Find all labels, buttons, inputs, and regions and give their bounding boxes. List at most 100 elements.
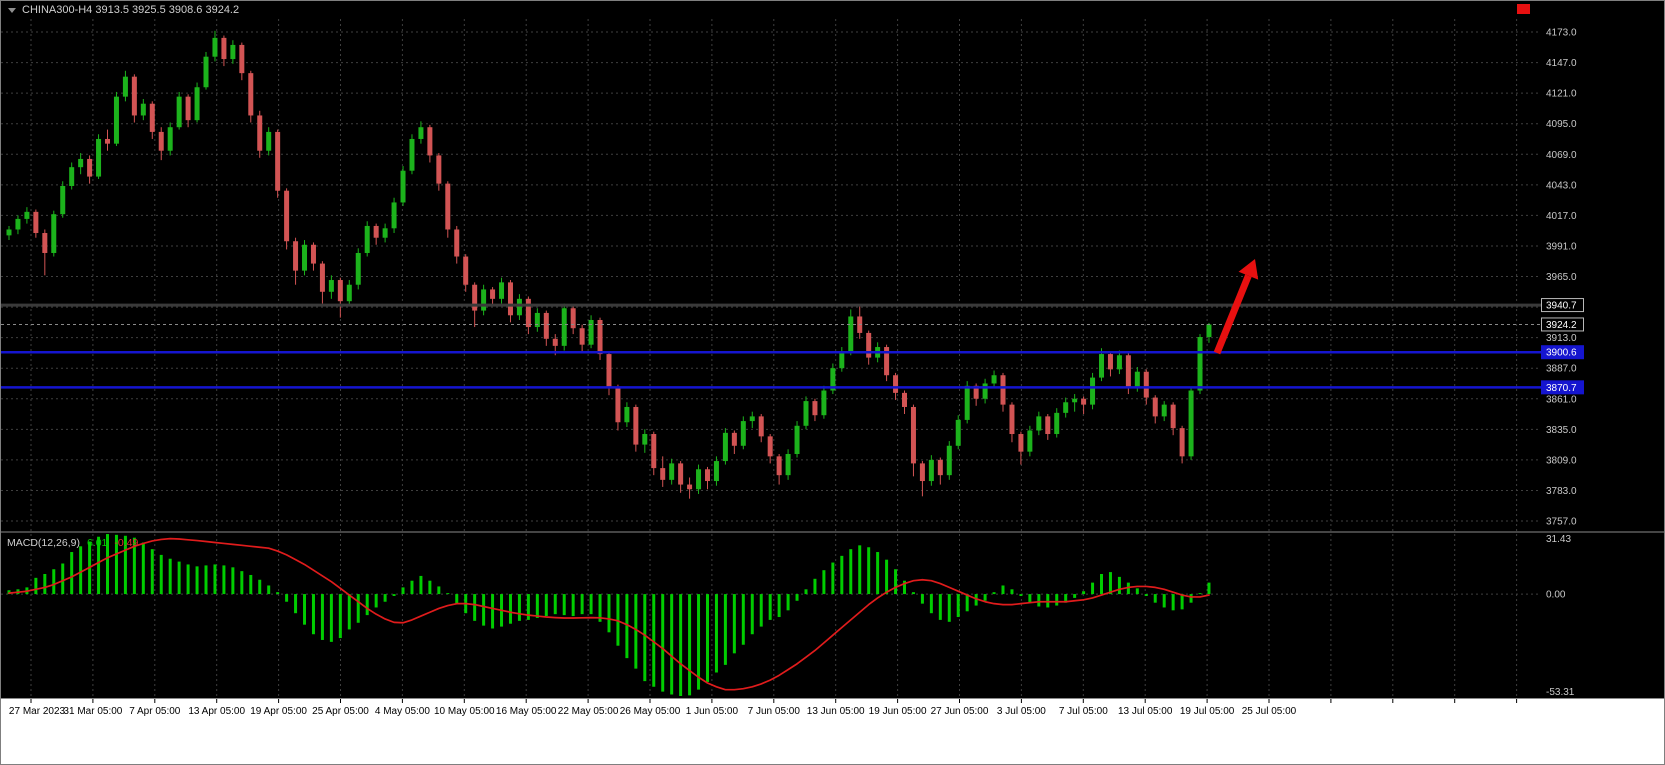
price-axis-label: 3861.0 [1546, 394, 1577, 405]
time-axis-label: 31 Mar 05:00 [63, 706, 122, 717]
candle-body [919, 463, 925, 482]
candle-body [991, 375, 997, 384]
candle-body [364, 225, 370, 253]
price-level-badge [1541, 345, 1584, 360]
time-axis-label: 16 May 05:00 [496, 706, 557, 717]
candle-body [624, 406, 630, 423]
candle-body [1116, 355, 1122, 370]
price-axis-label: 4173.0 [1546, 28, 1577, 39]
candle-body [785, 453, 791, 476]
time-axis-label: 13 Apr 05:00 [188, 706, 245, 717]
candle-body [15, 218, 21, 230]
candle-body [579, 328, 585, 345]
candle-body [893, 375, 899, 393]
price-level-badge-label: 3900.6 [1546, 348, 1577, 359]
candle-body [570, 308, 576, 329]
candle-body [409, 138, 415, 171]
candle-body [1099, 354, 1105, 378]
price-axis-label: 3887.0 [1546, 364, 1577, 375]
candle-body [293, 241, 299, 271]
time-axis-label: 4 May 05:00 [375, 706, 430, 717]
macd-signal-line [8, 537, 1210, 691]
candle-body [481, 289, 487, 311]
candle-body [767, 436, 773, 457]
candle-body [740, 421, 746, 446]
candle-body [113, 96, 119, 144]
price-axis-label: 3757.0 [1546, 517, 1577, 528]
candle-body [525, 298, 531, 328]
candle-body [346, 284, 352, 302]
candle-body [830, 368, 836, 391]
candle-body [382, 228, 388, 238]
chart-header: CHINA300-H4 3913.5 3925.5 3908.6 3924.2 [8, 4, 239, 16]
candle-body [1179, 428, 1185, 457]
candle-body [1170, 404, 1176, 429]
candle-body [355, 252, 361, 285]
time-axis-label: 13 Jul 05:00 [1118, 706, 1173, 717]
trend-arrow-head[interactable] [1238, 259, 1259, 280]
candle-body [266, 131, 272, 151]
candle-body [937, 459, 943, 476]
candle-body [615, 386, 621, 423]
candle-body [848, 316, 854, 352]
candle-body [284, 190, 290, 242]
candle-body [1009, 404, 1015, 435]
price-axis-label: 3809.0 [1546, 455, 1577, 466]
candle-body [337, 280, 343, 302]
candle-body [597, 319, 603, 355]
candle-body [69, 167, 75, 186]
candle-body [319, 263, 325, 292]
candle-body [633, 406, 639, 445]
time-axis-label: 22 May 05:00 [558, 706, 619, 717]
candle-body [955, 419, 961, 446]
red-marker-icon[interactable] [1517, 4, 1530, 14]
time-axis-label: 26 May 05:00 [620, 706, 681, 717]
candle-body [749, 416, 755, 422]
price-level-badge [1541, 380, 1584, 395]
time-axis-label: 25 Apr 05:00 [312, 706, 369, 717]
symbol-dropdown-icon[interactable] [8, 7, 16, 13]
candle-body [499, 282, 505, 299]
time-axis-label: 7 Jul 05:00 [1059, 706, 1108, 717]
candle-body [6, 229, 12, 236]
candle-body [221, 37, 227, 60]
candle-body [794, 425, 800, 454]
macd-signal-value: -0.49 [114, 537, 139, 549]
candle-body [731, 432, 737, 446]
candle-body [105, 138, 111, 144]
candle-body [51, 214, 57, 253]
candle-body [140, 103, 146, 116]
candle-body [239, 44, 245, 74]
candle-body [803, 401, 809, 426]
candle-body [696, 469, 702, 490]
candle-body [391, 202, 397, 229]
candle-body [866, 332, 872, 358]
candle-body [1161, 404, 1167, 417]
candle-body [884, 347, 890, 376]
candle-body [131, 76, 137, 116]
candle-body [472, 284, 478, 311]
macd-indicator-label: MACD(12,26,9) 6.01 -0.49 [7, 537, 138, 549]
candle-body [1054, 412, 1060, 435]
candle-body [1188, 390, 1194, 457]
candle-body [418, 127, 424, 139]
candle-body [516, 298, 522, 316]
candle-body [1206, 324, 1212, 338]
candle-body [1134, 371, 1140, 387]
candle-body [310, 244, 316, 264]
candle-body [776, 456, 782, 476]
candle-body [490, 289, 496, 299]
candle-body [669, 463, 675, 480]
trend-arrow-shaft[interactable] [1213, 274, 1252, 355]
candle-body [257, 115, 263, 151]
candle-body [78, 158, 84, 168]
candle-body [973, 385, 979, 399]
candle-body [1081, 398, 1087, 405]
macd-label: MACD(12,26,9) [7, 537, 80, 549]
candle-body [1090, 377, 1096, 405]
time-axis-strip[interactable] [1, 699, 1664, 764]
price-level-badge-label: 3870.7 [1546, 383, 1577, 394]
candle-body [185, 96, 191, 121]
candle-body [1125, 355, 1131, 387]
